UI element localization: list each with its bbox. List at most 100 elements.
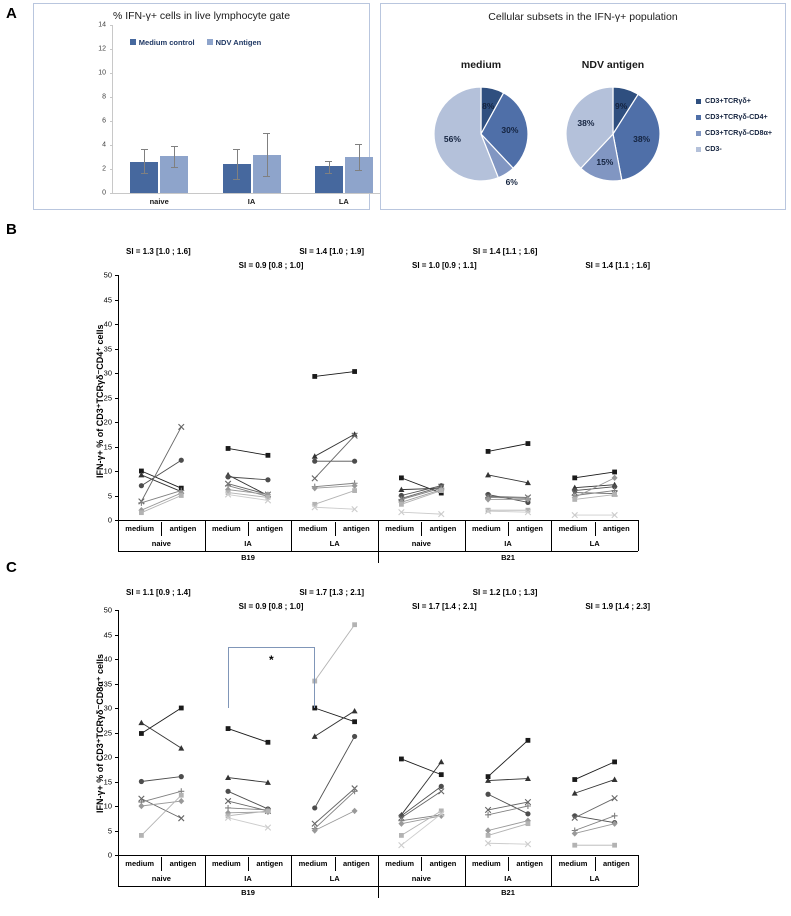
table-separator xyxy=(508,857,509,871)
data-point xyxy=(484,507,492,515)
y-tick-label: 10 xyxy=(103,466,112,476)
bar-chart-plot-area: naive IA LA xyxy=(112,25,390,206)
x-label-antigen: antigen xyxy=(256,524,283,533)
pie-slice-label: 38% xyxy=(577,118,595,129)
data-point xyxy=(612,484,618,490)
data-point xyxy=(611,511,618,519)
x-label-medium: medium xyxy=(298,859,328,868)
panel-b: IFN-γ+ % of CD3⁺TCRγδ⁻CD4⁺ cells 0 5 10 15 20… xyxy=(0,245,791,575)
group-B19-LA xyxy=(311,622,358,834)
data-point xyxy=(398,486,405,493)
y-tick-label: 30 xyxy=(103,703,112,713)
y-tick-mark xyxy=(115,610,118,611)
pie-slice xyxy=(480,91,529,170)
y-tick-mark xyxy=(115,373,118,374)
x-label-antigen: antigen xyxy=(169,524,197,533)
bar-y-tick-mark xyxy=(110,121,113,122)
data-point xyxy=(611,820,618,827)
error-bar xyxy=(144,148,146,173)
legend-label: NDV Antigen xyxy=(215,37,262,47)
data-point xyxy=(224,814,232,821)
y-tick-mark xyxy=(115,348,118,350)
table-separator xyxy=(508,522,509,536)
pair-line xyxy=(401,511,442,515)
pie-slice-label: 6% xyxy=(505,177,518,188)
pair-line xyxy=(141,798,182,819)
data-point xyxy=(138,795,145,802)
pie-medium xyxy=(433,86,529,182)
data-point xyxy=(398,508,405,516)
pair-line xyxy=(141,495,182,514)
data-point xyxy=(525,811,531,817)
y-tick-mark xyxy=(115,275,118,276)
y-tick-mark xyxy=(115,659,118,660)
bar-chart-y-axis: 0 2 4 6 8 10 12 14 xyxy=(80,21,113,197)
x-label-status-IA: IA xyxy=(244,874,252,883)
data-point xyxy=(312,705,318,711)
group-B21-IA xyxy=(484,441,532,516)
data-point xyxy=(352,719,357,725)
data-point xyxy=(178,493,184,498)
legend-label: CD3+TCRγδ+ xyxy=(705,96,751,105)
data-series-overlay xyxy=(138,369,618,519)
bar-category-label-naive: naive xyxy=(149,197,169,206)
data-point xyxy=(351,788,358,795)
pie-legend-item: CD3+TCRγδ-CD8α+ xyxy=(696,128,772,137)
y-tick-mark xyxy=(115,708,118,709)
pair-line xyxy=(487,474,529,484)
x-label-status-naive: naive xyxy=(411,539,431,548)
pair-line xyxy=(401,490,442,505)
si-label-B19-IA: SI = 0.9 [0.8 ; 1.0] xyxy=(238,602,304,611)
bar-y-tick-mark xyxy=(110,73,113,74)
error-bar-cap xyxy=(140,172,148,174)
pair-line xyxy=(574,761,615,780)
bar-chart-title: % IFN-γ+ cells in live lymphocyte gate xyxy=(112,10,291,22)
data-point xyxy=(311,475,318,482)
data-point xyxy=(485,774,491,779)
pair-line xyxy=(228,810,268,817)
pair-line xyxy=(401,810,442,836)
si-label-B21-LA: SI = 1.4 [1.1 ; 1.6] xyxy=(585,261,651,270)
pie-slice-label: 8% xyxy=(482,100,495,111)
error-bar xyxy=(266,133,268,176)
bar-chart-container: % IFN-γ+ cells in live lymphocyte gate M… xyxy=(33,3,390,210)
data-point xyxy=(485,449,491,454)
legend-label: CD3+TCRγδ-CD4+ xyxy=(705,112,768,121)
pair-line xyxy=(227,448,269,456)
y-tick-mark xyxy=(115,397,118,399)
pair-line xyxy=(574,797,615,819)
y-tick-label: 30 xyxy=(103,368,112,378)
data-point xyxy=(312,678,318,684)
y-tick-label: 50 xyxy=(103,605,112,615)
data-point xyxy=(265,452,271,458)
pair-line xyxy=(401,485,442,496)
pair-line xyxy=(314,490,355,505)
data-point xyxy=(224,491,232,498)
table-separator xyxy=(291,520,293,551)
legend-label: CD3- xyxy=(705,144,722,153)
group-B19-IA xyxy=(224,446,272,504)
pair-line xyxy=(488,497,528,499)
data-point xyxy=(311,484,318,492)
y-tick-label: 45 xyxy=(103,630,112,639)
table-separator xyxy=(291,855,293,886)
error-bar xyxy=(174,146,176,167)
bar-y-tick-label: 14 xyxy=(98,21,106,29)
x-label-status-naive: naive xyxy=(151,539,171,548)
pie-slice xyxy=(612,93,661,181)
data-point xyxy=(352,622,357,628)
data-point xyxy=(611,794,618,802)
data-point xyxy=(311,453,318,459)
pair-line xyxy=(228,494,268,501)
data-point xyxy=(138,507,145,514)
data-point xyxy=(138,719,145,726)
pair-line xyxy=(314,371,355,377)
x-label-medium: medium xyxy=(471,859,501,868)
pie-title-ndv-antigen: NDV antigen xyxy=(581,59,645,71)
data-point xyxy=(312,501,318,507)
data-point xyxy=(351,432,358,439)
pair-line xyxy=(314,435,355,479)
data-point xyxy=(264,824,272,831)
si-label-B21-IA: SI = 1.4 [1.1 ; 1.6] xyxy=(472,247,538,256)
pie-chart-container: Cellular subsets in the IFN-γ+ populatio… xyxy=(380,3,786,210)
